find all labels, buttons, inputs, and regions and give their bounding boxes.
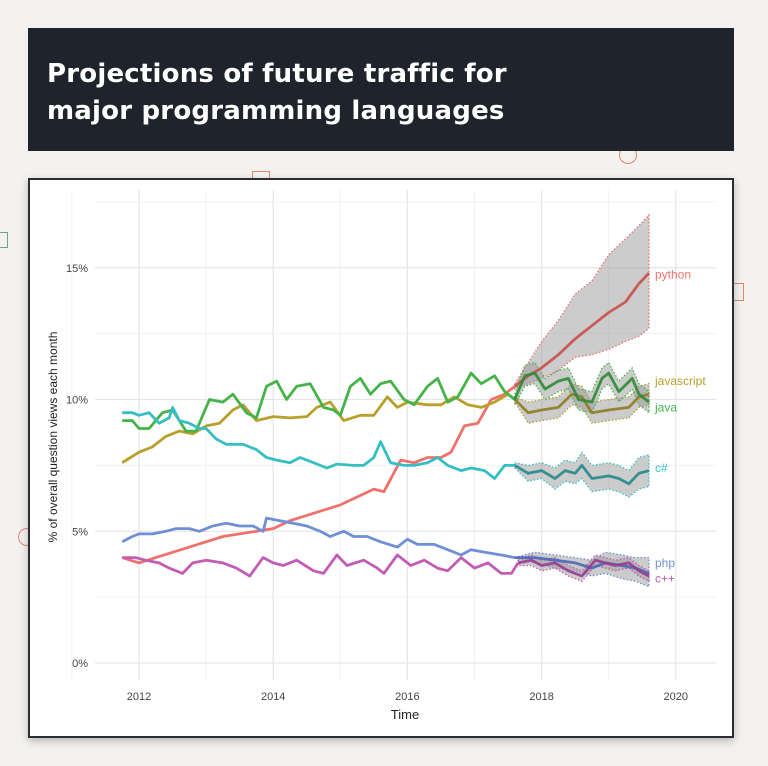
y-tick-label: 10% [66, 395, 88, 407]
history-line-java [122, 371, 516, 433]
history-line-python [121, 385, 516, 565]
series-label-c#: c# [655, 461, 668, 475]
x-axis-label: Time [391, 707, 419, 722]
confidence-band-python [514, 213, 650, 390]
y-tick-label: 5% [72, 526, 88, 538]
history-line-c++ [122, 553, 520, 578]
x-tick-label: 2014 [261, 691, 285, 703]
forecast-line-javascript [513, 392, 650, 415]
page-title: Projections of future traffic for major … [47, 59, 507, 126]
confidence-band-java [514, 361, 650, 415]
forecast-line-php [514, 556, 650, 575]
history-line-javascript [121, 392, 516, 464]
forecast-line-c++ [517, 558, 650, 578]
decorative-square [0, 232, 8, 248]
x-tick-label: 2018 [529, 691, 553, 703]
series-label-python: python [655, 267, 691, 281]
series-label-javascript: javascript [654, 374, 706, 388]
forecast-line-java [513, 371, 650, 404]
series-label-php: php [655, 556, 675, 570]
y-tick-label: 15% [66, 263, 88, 275]
y-axis-label: % of overall question views each month [46, 332, 60, 543]
confidence-band-c++ [517, 554, 650, 583]
x-tick-label: 2016 [395, 691, 419, 703]
x-tick-label: 2012 [127, 691, 151, 703]
y-tick-label: 0% [72, 658, 88, 670]
x-tick-label: 2020 [664, 691, 688, 703]
confidence-band-c# [514, 451, 650, 498]
series-label-c++: c++ [655, 572, 675, 586]
history-line-php [121, 516, 516, 559]
title-banner: Projections of future traffic for major … [28, 28, 734, 151]
history-line-c# [122, 405, 515, 480]
series-label-java: java [654, 400, 677, 414]
forecast-line-c# [514, 463, 650, 486]
